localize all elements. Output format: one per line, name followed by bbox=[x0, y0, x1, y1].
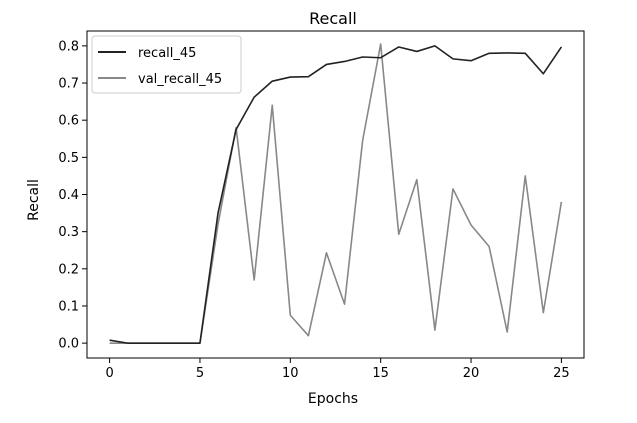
y-tick-label: 0.1 bbox=[58, 299, 79, 314]
y-tick-label: 0.2 bbox=[58, 262, 79, 277]
y-tick-label: 0.0 bbox=[58, 337, 79, 352]
x-tick-label: 20 bbox=[463, 366, 480, 381]
x-tick-label: 0 bbox=[105, 366, 113, 381]
series-line-recall-45 bbox=[109, 45, 563, 344]
x-axis-label: Epochs bbox=[308, 391, 358, 407]
series-layer bbox=[109, 43, 563, 344]
y-tick-label: 0.4 bbox=[58, 188, 79, 203]
y-axis: 0.0 0.1 0.2 0.3 0.4 0.5 0.6 0.7 0.8 bbox=[58, 39, 87, 352]
legend-box bbox=[91, 35, 242, 94]
x-tick-label: 25 bbox=[553, 366, 570, 381]
y-tick-label: 0.7 bbox=[58, 77, 79, 92]
x-axis: 0 5 10 15 20 25 bbox=[105, 358, 570, 381]
legend: recall_45 val_recall_45 bbox=[91, 35, 242, 94]
x-tick-label: 5 bbox=[196, 366, 204, 381]
chart-title: Recall bbox=[309, 9, 357, 28]
x-tick-label: 10 bbox=[282, 366, 299, 381]
y-axis-label: Recall bbox=[26, 179, 42, 221]
y-tick-label: 0.6 bbox=[58, 114, 79, 129]
y-tick-label: 0.3 bbox=[58, 225, 79, 240]
legend-label-val-recall-45: val_recall_45 bbox=[138, 72, 222, 87]
legend-label-recall-45: recall_45 bbox=[138, 46, 196, 61]
x-tick-label: 15 bbox=[372, 366, 389, 381]
y-tick-label: 0.8 bbox=[58, 39, 79, 54]
y-tick-label: 0.5 bbox=[58, 151, 79, 166]
